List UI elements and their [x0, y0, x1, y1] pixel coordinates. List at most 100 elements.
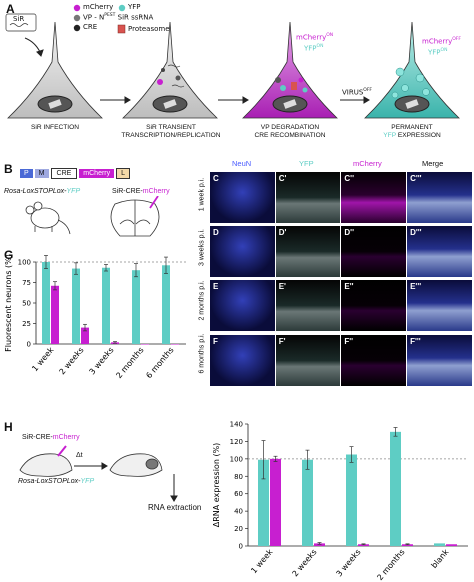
micrograph-3-3: F'''	[407, 334, 472, 386]
x-tick-label: 1 week	[30, 345, 56, 373]
nucleus-icons	[37, 95, 430, 113]
x-tick-label: 1 week	[249, 547, 275, 575]
panel-b-icons	[25, 196, 160, 237]
y-tick-label: 50	[22, 300, 31, 308]
col-header-yfp: YFP	[299, 159, 314, 168]
y-tick-label: 120	[230, 438, 243, 446]
virus-off-label: VIRUSOFF	[342, 88, 373, 97]
micrograph-label: D'''	[410, 228, 422, 238]
panel-a-label: A	[6, 2, 15, 16]
row-time-3: 2 months p.i.	[198, 280, 206, 321]
x-tick-label: 6 months	[144, 346, 175, 381]
legend-proteasome-label: Proteasome	[128, 25, 170, 33]
panel-g-label: G	[4, 248, 14, 262]
bar	[72, 268, 80, 344]
legend-proteasome-icon	[117, 24, 126, 34]
panel-h-schematic	[19, 445, 178, 502]
row-time-4: 6 months p.i.	[198, 333, 206, 374]
y-tick-label: 75	[22, 279, 31, 287]
bar	[390, 431, 401, 546]
micrograph-label: D'	[278, 228, 287, 238]
legend-mcherry-icon	[73, 4, 81, 12]
bar	[402, 544, 413, 546]
y-tick-label: 100	[18, 259, 31, 267]
construct-p: P	[20, 168, 33, 178]
bar	[258, 459, 269, 546]
col-header-merge: Merge	[422, 159, 444, 168]
neuron-1-icon	[7, 21, 103, 119]
bar	[171, 344, 179, 345]
col-header-mcherry: mCherry	[353, 159, 382, 168]
neuron-3-icon	[242, 21, 338, 119]
y-tick-label: 140	[230, 421, 243, 429]
legend-cre-label: CRE	[83, 23, 98, 31]
x-tick-label: 3 weeks	[335, 548, 363, 579]
legend-mcherry-label: mCherry	[83, 3, 114, 11]
bar	[102, 267, 110, 344]
siR-virus-icon	[9, 23, 29, 27]
legend-vp-label: VP - NPEST SiR ssRNA	[83, 13, 154, 22]
rosa-mouse-label: Rosa-LoxSTOPLox-YFP	[4, 188, 81, 195]
micrograph-2-3: E'''	[407, 280, 472, 332]
construct-diagram: P M CRE mCherry L	[20, 166, 131, 180]
cell3-mcherry-on: mCherryON	[296, 33, 334, 42]
y-tick-label: 25	[22, 320, 31, 328]
micrograph-3-1: F'	[275, 334, 341, 386]
y-tick-label: 100	[230, 455, 243, 463]
chart-h: 0 20 40 60 80 100 120 140 ΔRNA expression (%) 1 w…	[212, 421, 468, 582]
construct-mcherry: mCherry	[79, 168, 115, 178]
micrograph-2-2: E''	[341, 280, 406, 332]
panel-b-label: B	[4, 162, 13, 176]
y-tick-label: 0	[27, 341, 31, 349]
micrograph-2-1: E'	[275, 280, 341, 332]
micrograph-2-0: E	[210, 280, 275, 332]
stage-1-caption: SiR INFECTION	[31, 124, 79, 131]
x-tick-label: 2 months	[375, 548, 406, 582]
legend-yfp-icon	[118, 4, 126, 12]
micrograph-0-1: C'	[275, 172, 341, 223]
bar	[270, 458, 281, 546]
row-time-labels: 1 week p.i. 3 weeks p.i. 2 months p.i. 6…	[196, 172, 208, 382]
bar	[302, 459, 313, 546]
h-arrow-icon	[74, 462, 108, 470]
mouse-icon	[25, 201, 71, 235]
col-header-neun: NeuN	[232, 159, 252, 168]
micrograph-label: D''	[344, 228, 354, 238]
stage-4-caption: PERMANENT YFP EXPRESSION	[383, 124, 441, 139]
y-axis-label: Fluorescent neurons (%)	[4, 254, 13, 352]
micrograph-label: E'	[278, 282, 286, 292]
micrograph-0-0: C	[210, 172, 275, 223]
bar	[434, 543, 445, 546]
micrograph-label: F'''	[410, 336, 421, 346]
micrograph-1-3: D'''	[407, 226, 472, 278]
cell4-mcherry-off: mCherryOFF	[422, 37, 461, 46]
bar	[51, 285, 59, 344]
bar	[358, 544, 369, 546]
cell3-contents-icon	[275, 77, 308, 93]
x-tick-label: 2 weeks	[58, 346, 86, 377]
cell2-contents-icon	[157, 64, 185, 88]
legend-yfp-label: YFP	[128, 3, 141, 11]
h-brain2-icon	[109, 453, 163, 477]
cell4-contents-icon	[391, 67, 430, 99]
bar	[42, 262, 50, 344]
micrograph-label: E	[213, 282, 219, 292]
legend-cre-icon	[73, 24, 81, 32]
x-tick-label: 3 weeks	[88, 346, 116, 377]
micrograph-label: C'	[278, 174, 287, 183]
row-time-1: 1 week p.i.	[198, 177, 206, 212]
stage-2-caption: SiR TRANSIENT TRANSCRIPTION/REPLICATION	[121, 124, 221, 139]
row-time-2: 3 weeks p.i.	[198, 229, 206, 266]
micrograph-3-2: F''	[341, 334, 406, 386]
bar	[141, 344, 149, 345]
bar	[446, 544, 457, 546]
construct-cre: CRE	[50, 167, 78, 179]
y-tick-label: 20	[234, 525, 243, 533]
x-tick-label: 2 weeks	[291, 548, 319, 579]
process-arrows	[24, 37, 370, 104]
construct-m: M	[34, 168, 49, 178]
bar	[162, 265, 170, 344]
x-tick-label: 2 months	[114, 346, 145, 381]
sir-cre-label: SiR-CRE-mCherry	[112, 188, 170, 195]
